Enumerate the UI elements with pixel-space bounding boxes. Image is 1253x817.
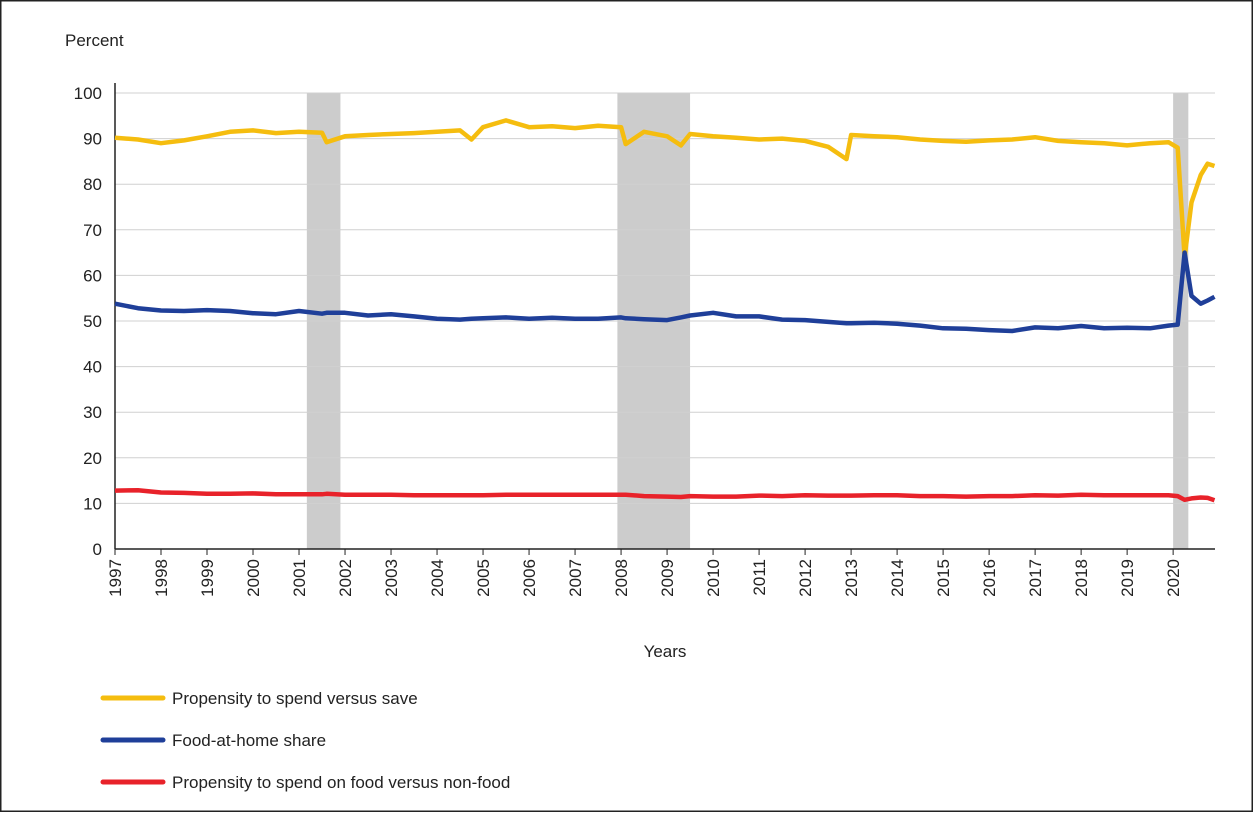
x-tick-label: 2008 xyxy=(612,559,631,597)
x-tick-label: 2013 xyxy=(842,559,861,597)
x-tick-label: 2006 xyxy=(520,559,539,597)
x-tick-label: 2016 xyxy=(980,559,999,597)
x-tick-label: 2017 xyxy=(1026,559,1045,597)
legend-label: Propensity to spend versus save xyxy=(172,689,418,708)
y-tick-label: 0 xyxy=(93,540,102,559)
y-tick-label: 70 xyxy=(83,221,102,240)
x-tick-label: 2005 xyxy=(474,559,493,597)
line-series xyxy=(114,250,1216,334)
x-axis-label: Years xyxy=(644,642,687,661)
x-tick-label: 2014 xyxy=(888,559,907,597)
legend-label: Food-at-home share xyxy=(172,731,326,750)
x-tick-label: 2003 xyxy=(382,559,401,597)
legend-label: Propensity to spend on food versus non-f… xyxy=(172,773,510,792)
line-series xyxy=(114,118,1216,260)
y-tick-label: 100 xyxy=(74,84,102,103)
y-tick-label: 80 xyxy=(83,175,102,194)
y-tick-label: 30 xyxy=(83,403,102,422)
x-tick-label: 1997 xyxy=(106,559,125,597)
x-tick-label: 2019 xyxy=(1118,559,1137,597)
y-axis-label: Percent xyxy=(65,31,124,50)
x-tick-label: 2004 xyxy=(428,559,447,597)
y-tick-label: 10 xyxy=(83,494,102,513)
x-tick-label: 2020 xyxy=(1164,559,1183,597)
x-tick-label: 1998 xyxy=(152,559,171,597)
y-tick-label: 50 xyxy=(83,312,102,331)
x-tick-label: 1999 xyxy=(198,559,217,597)
x-tick-label: 2010 xyxy=(704,559,723,597)
x-tick-label: 2015 xyxy=(934,559,953,597)
x-tick-label: 2002 xyxy=(336,559,355,597)
x-tick-label: 2001 xyxy=(290,559,309,597)
y-tick-label: 60 xyxy=(83,266,102,285)
x-tick-label: 2007 xyxy=(566,559,585,597)
x-tick-label: 2009 xyxy=(658,559,677,597)
x-tick-label: 2012 xyxy=(796,559,815,597)
line-series xyxy=(114,487,1216,503)
y-tick-label: 40 xyxy=(83,358,102,377)
y-tick-label: 90 xyxy=(83,130,102,149)
x-tick-label: 2018 xyxy=(1072,559,1091,597)
y-tick-label: 20 xyxy=(83,449,102,468)
x-tick-label: 2011 xyxy=(750,559,769,596)
x-tick-label: 2000 xyxy=(244,559,263,597)
